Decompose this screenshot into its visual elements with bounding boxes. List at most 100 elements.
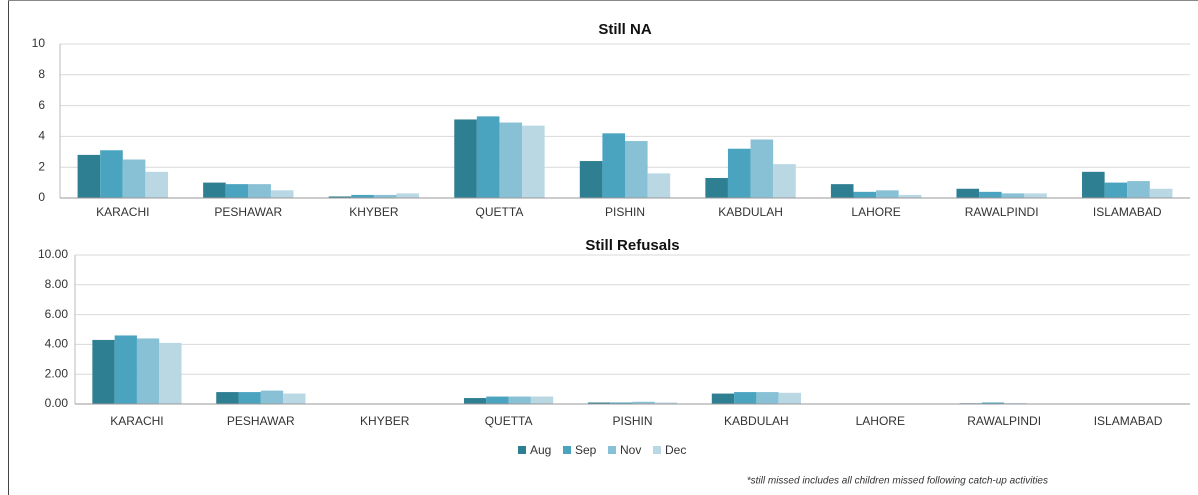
- bar: [114, 335, 137, 404]
- legend-swatch: [518, 446, 526, 454]
- bar: [602, 133, 625, 198]
- y-tick-label: 2.00: [45, 366, 69, 380]
- bar: [750, 139, 774, 198]
- bar: [1104, 182, 1128, 198]
- y-tick-label: 6.00: [45, 307, 69, 321]
- bar: [956, 188, 980, 198]
- bar: [351, 194, 374, 198]
- bar: [1127, 181, 1150, 198]
- bar: [216, 392, 239, 404]
- bar: [1001, 193, 1025, 198]
- x-tick-label: KABDULAH: [718, 205, 783, 219]
- bar: [1082, 171, 1105, 198]
- x-tick-label: KABDULAH: [724, 414, 789, 428]
- y-tick-label: 0.00: [45, 396, 69, 410]
- bar: [225, 184, 249, 198]
- bar: [632, 401, 655, 404]
- bar: [587, 402, 611, 404]
- bar: [328, 196, 352, 198]
- x-tick-label: KARACHI: [110, 414, 163, 428]
- bar: [610, 402, 633, 404]
- y-tick-label: 10.00: [38, 247, 68, 261]
- x-tick-label: ISLAMABAD: [1093, 205, 1162, 219]
- bar: [898, 194, 922, 198]
- x-tick-label: KHYBER: [360, 414, 410, 428]
- bar: [396, 193, 420, 198]
- x-tick-label: LAHORE: [856, 414, 905, 428]
- bar: [100, 150, 123, 198]
- x-tick-label: QUETTA: [476, 205, 524, 219]
- bar: [654, 402, 678, 404]
- chart-title: Still NA: [598, 21, 652, 38]
- y-tick-label: 8: [38, 67, 45, 81]
- footnote: *still missed includes all children miss…: [747, 476, 1048, 487]
- bar: [773, 164, 796, 198]
- bar: [92, 339, 115, 404]
- x-tick-label: RAWALPINDI: [965, 205, 1039, 219]
- bar: [136, 338, 160, 404]
- x-tick-label: KARACHI: [96, 205, 149, 219]
- bar: [727, 148, 751, 198]
- bar: [705, 177, 728, 198]
- bar: [625, 141, 648, 198]
- y-tick-label: 0: [38, 190, 45, 204]
- bar: [476, 116, 500, 198]
- bar: [876, 190, 899, 198]
- bar: [522, 125, 545, 198]
- legend-label: Nov: [620, 443, 641, 457]
- y-tick-label: 10: [32, 36, 46, 50]
- x-tick-label: KHYBER: [349, 205, 399, 219]
- bar: [77, 154, 101, 198]
- x-tick-label: ISLAMABAD: [1094, 414, 1163, 428]
- legend-label: Sep: [575, 443, 597, 457]
- x-tick-label: PISHIN: [612, 414, 652, 428]
- bar: [1149, 188, 1173, 198]
- legend-label: Dec: [665, 443, 686, 457]
- bar: [756, 392, 779, 404]
- bar: [248, 184, 271, 198]
- legend-swatch: [653, 446, 661, 454]
- bar: [981, 402, 1005, 404]
- x-tick-label: LAHORE: [851, 205, 900, 219]
- y-tick-label: 4.00: [45, 337, 69, 351]
- x-tick-label: PESHAWAR: [214, 205, 282, 219]
- x-tick-label: PISHIN: [605, 205, 645, 219]
- bar: [260, 390, 284, 404]
- bar: [734, 392, 757, 404]
- x-tick-label: RAWALPINDI: [967, 414, 1041, 428]
- bar: [159, 342, 182, 404]
- y-tick-label: 2: [38, 159, 45, 173]
- legend-swatch: [563, 446, 571, 454]
- x-tick-label: QUETTA: [485, 414, 533, 428]
- x-tick-label: PESHAWAR: [227, 414, 295, 428]
- bar: [203, 182, 226, 198]
- bar: [499, 122, 523, 198]
- y-tick-label: 4: [38, 129, 45, 143]
- legend-label: Aug: [530, 443, 551, 457]
- bar: [530, 396, 554, 404]
- bar: [373, 194, 397, 198]
- bar: [1024, 193, 1047, 198]
- bar: [711, 393, 735, 404]
- bar: [579, 161, 603, 198]
- bar: [979, 191, 1002, 198]
- bar: [486, 396, 509, 404]
- bar: [853, 191, 877, 198]
- bar: [454, 119, 477, 198]
- bar: [270, 190, 294, 198]
- bar: [830, 184, 854, 198]
- bar: [145, 171, 168, 198]
- bar: [283, 393, 306, 404]
- bar: [508, 396, 531, 404]
- bar: [122, 159, 146, 198]
- bar: [778, 392, 801, 404]
- bar: [647, 173, 671, 198]
- bar: [238, 392, 261, 404]
- y-tick-label: 8.00: [45, 277, 69, 291]
- y-tick-label: 6: [38, 98, 45, 112]
- legend-swatch: [608, 446, 616, 454]
- chart-title: Still Refusals: [585, 237, 679, 254]
- bar: [464, 398, 487, 404]
